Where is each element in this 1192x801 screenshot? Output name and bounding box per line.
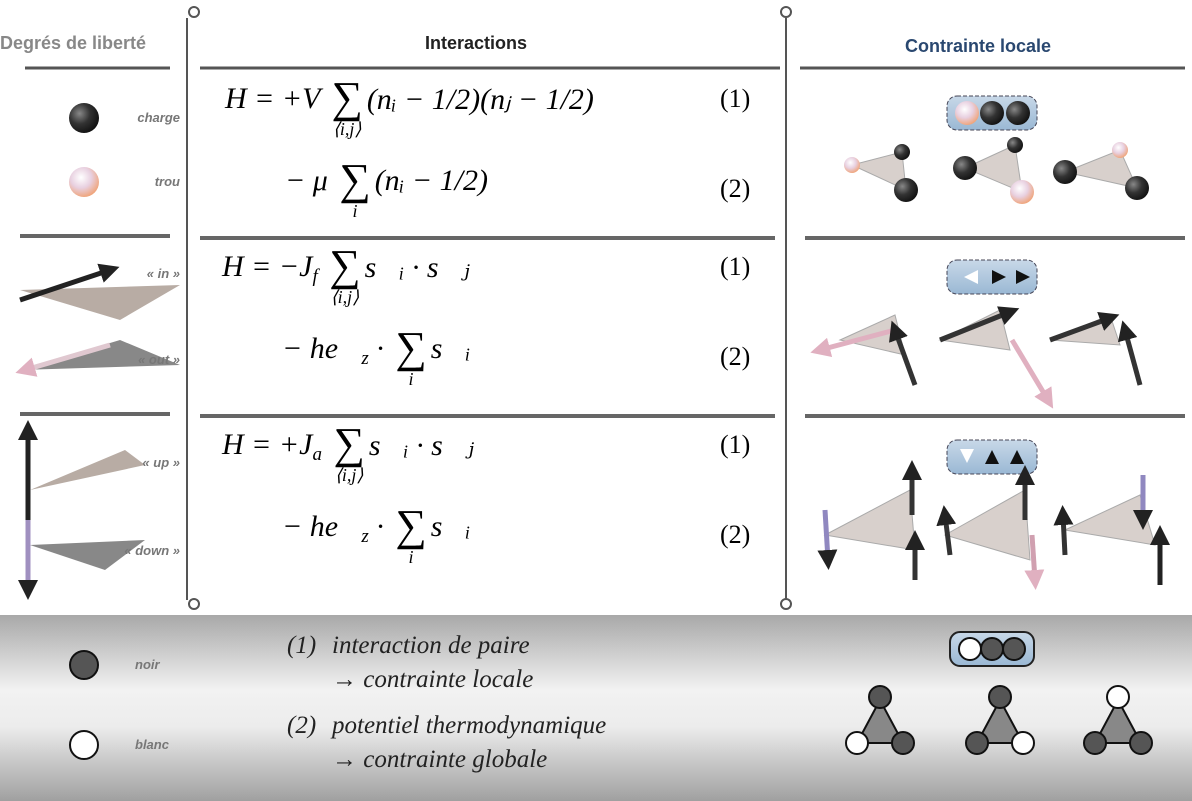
math-text: H = +J	[222, 428, 313, 461]
equation-number: (2)	[720, 342, 751, 371]
sum-index: i	[408, 369, 414, 389]
note-number: (1)	[287, 632, 317, 659]
dof-icons	[15, 103, 180, 760]
equation-number: (1)	[720, 84, 751, 113]
sum-symbol: ∑	[333, 419, 365, 468]
dof-label: blanc	[135, 737, 169, 752]
subscript: z	[361, 526, 369, 547]
sum-symbol: ∑	[339, 155, 371, 204]
dof-label: noir	[135, 657, 160, 672]
math-text: − he⃗	[282, 332, 362, 365]
sum-symbol: ∑	[395, 323, 427, 372]
equation: − he⃗ z · ∑ i s⃗ᵢ	[282, 504, 471, 567]
math-text	[318, 250, 326, 284]
dof-label: « out »	[138, 352, 180, 367]
math-text: s⃗ᵢ	[430, 332, 471, 365]
sum-index: ⟨i,j⟩	[330, 287, 360, 307]
equation: H = +J a ∑ ⟨i,j⟩ s⃗ᵢ · s⃗ⱼ	[222, 422, 475, 485]
sum-index: i	[408, 547, 414, 567]
sum-index: ⟨i,j⟩	[332, 119, 362, 139]
subscript: f	[312, 266, 318, 287]
dof-label: « down »	[124, 543, 180, 558]
sum: ∑ i	[339, 155, 371, 221]
subscript: z	[361, 348, 369, 369]
header-dof: Degrés de liberté	[0, 33, 147, 53]
note-text: potentiel thermodynamique	[332, 712, 607, 739]
equation-number: (2)	[720, 520, 751, 549]
equation: H = −J f ∑ ⟨i,j⟩ s⃗ᵢ · s⃗ⱼ	[222, 244, 470, 307]
equation-number: (1)	[720, 252, 751, 281]
math-text: − μ	[285, 164, 336, 197]
equation-number: (1)	[720, 430, 751, 459]
frame	[20, 6, 1185, 610]
dof-label: « up »	[142, 455, 180, 470]
math-text: ·	[368, 332, 392, 365]
sum-symbol: ∑	[331, 73, 363, 122]
note-text: → contrainte locale	[332, 666, 534, 693]
dof-label: « in »	[146, 266, 180, 281]
constraint-icons	[810, 95, 1170, 755]
equation-number: (2)	[720, 174, 751, 203]
math-text: ·	[368, 510, 392, 543]
math-text: s⃗ᵢ · s⃗ⱼ	[364, 251, 470, 284]
math-text: (nᵢ − 1/2)(nⱼ − 1/2)	[366, 83, 594, 116]
sum: ∑ ⟨i,j⟩	[329, 241, 361, 307]
note-number: (2)	[287, 712, 317, 739]
sum-symbol: ∑	[329, 241, 361, 290]
math-text: s⃗ᵢ · s⃗ⱼ	[368, 429, 475, 462]
math-text: − he⃗	[282, 510, 362, 543]
math-text: H = +V	[225, 82, 328, 115]
equation: − μ ∑ i (nᵢ − 1/2)	[285, 158, 488, 221]
sum-index: i	[352, 201, 358, 221]
equation: H = +V ∑ ⟨i,j⟩ (nᵢ − 1/2)(nⱼ − 1/2)	[225, 76, 594, 139]
sum-symbol: ∑	[395, 501, 427, 550]
dof-label: trou	[154, 174, 180, 189]
sum: ∑ i	[395, 323, 427, 389]
math-text: H = −J	[222, 250, 313, 283]
subscript: a	[312, 444, 322, 465]
sum: ∑ i	[395, 501, 427, 567]
math-text: s⃗ᵢ	[430, 510, 471, 543]
dof-label: charge	[137, 110, 180, 125]
header-interactions: Interactions	[425, 33, 528, 53]
equation: − he⃗ z · ∑ i s⃗ᵢ	[282, 326, 471, 389]
sum: ∑ ⟨i,j⟩	[333, 419, 365, 485]
note-text: → contrainte globale	[332, 746, 548, 773]
header-constraint: Contrainte locale	[905, 36, 1052, 56]
note-text: interaction de paire	[332, 632, 530, 659]
sum: ∑ ⟨i,j⟩	[331, 73, 363, 139]
sum-index: ⟨i,j⟩	[334, 465, 364, 485]
math-text	[322, 428, 330, 462]
math-text: (nᵢ − 1/2)	[374, 164, 488, 197]
